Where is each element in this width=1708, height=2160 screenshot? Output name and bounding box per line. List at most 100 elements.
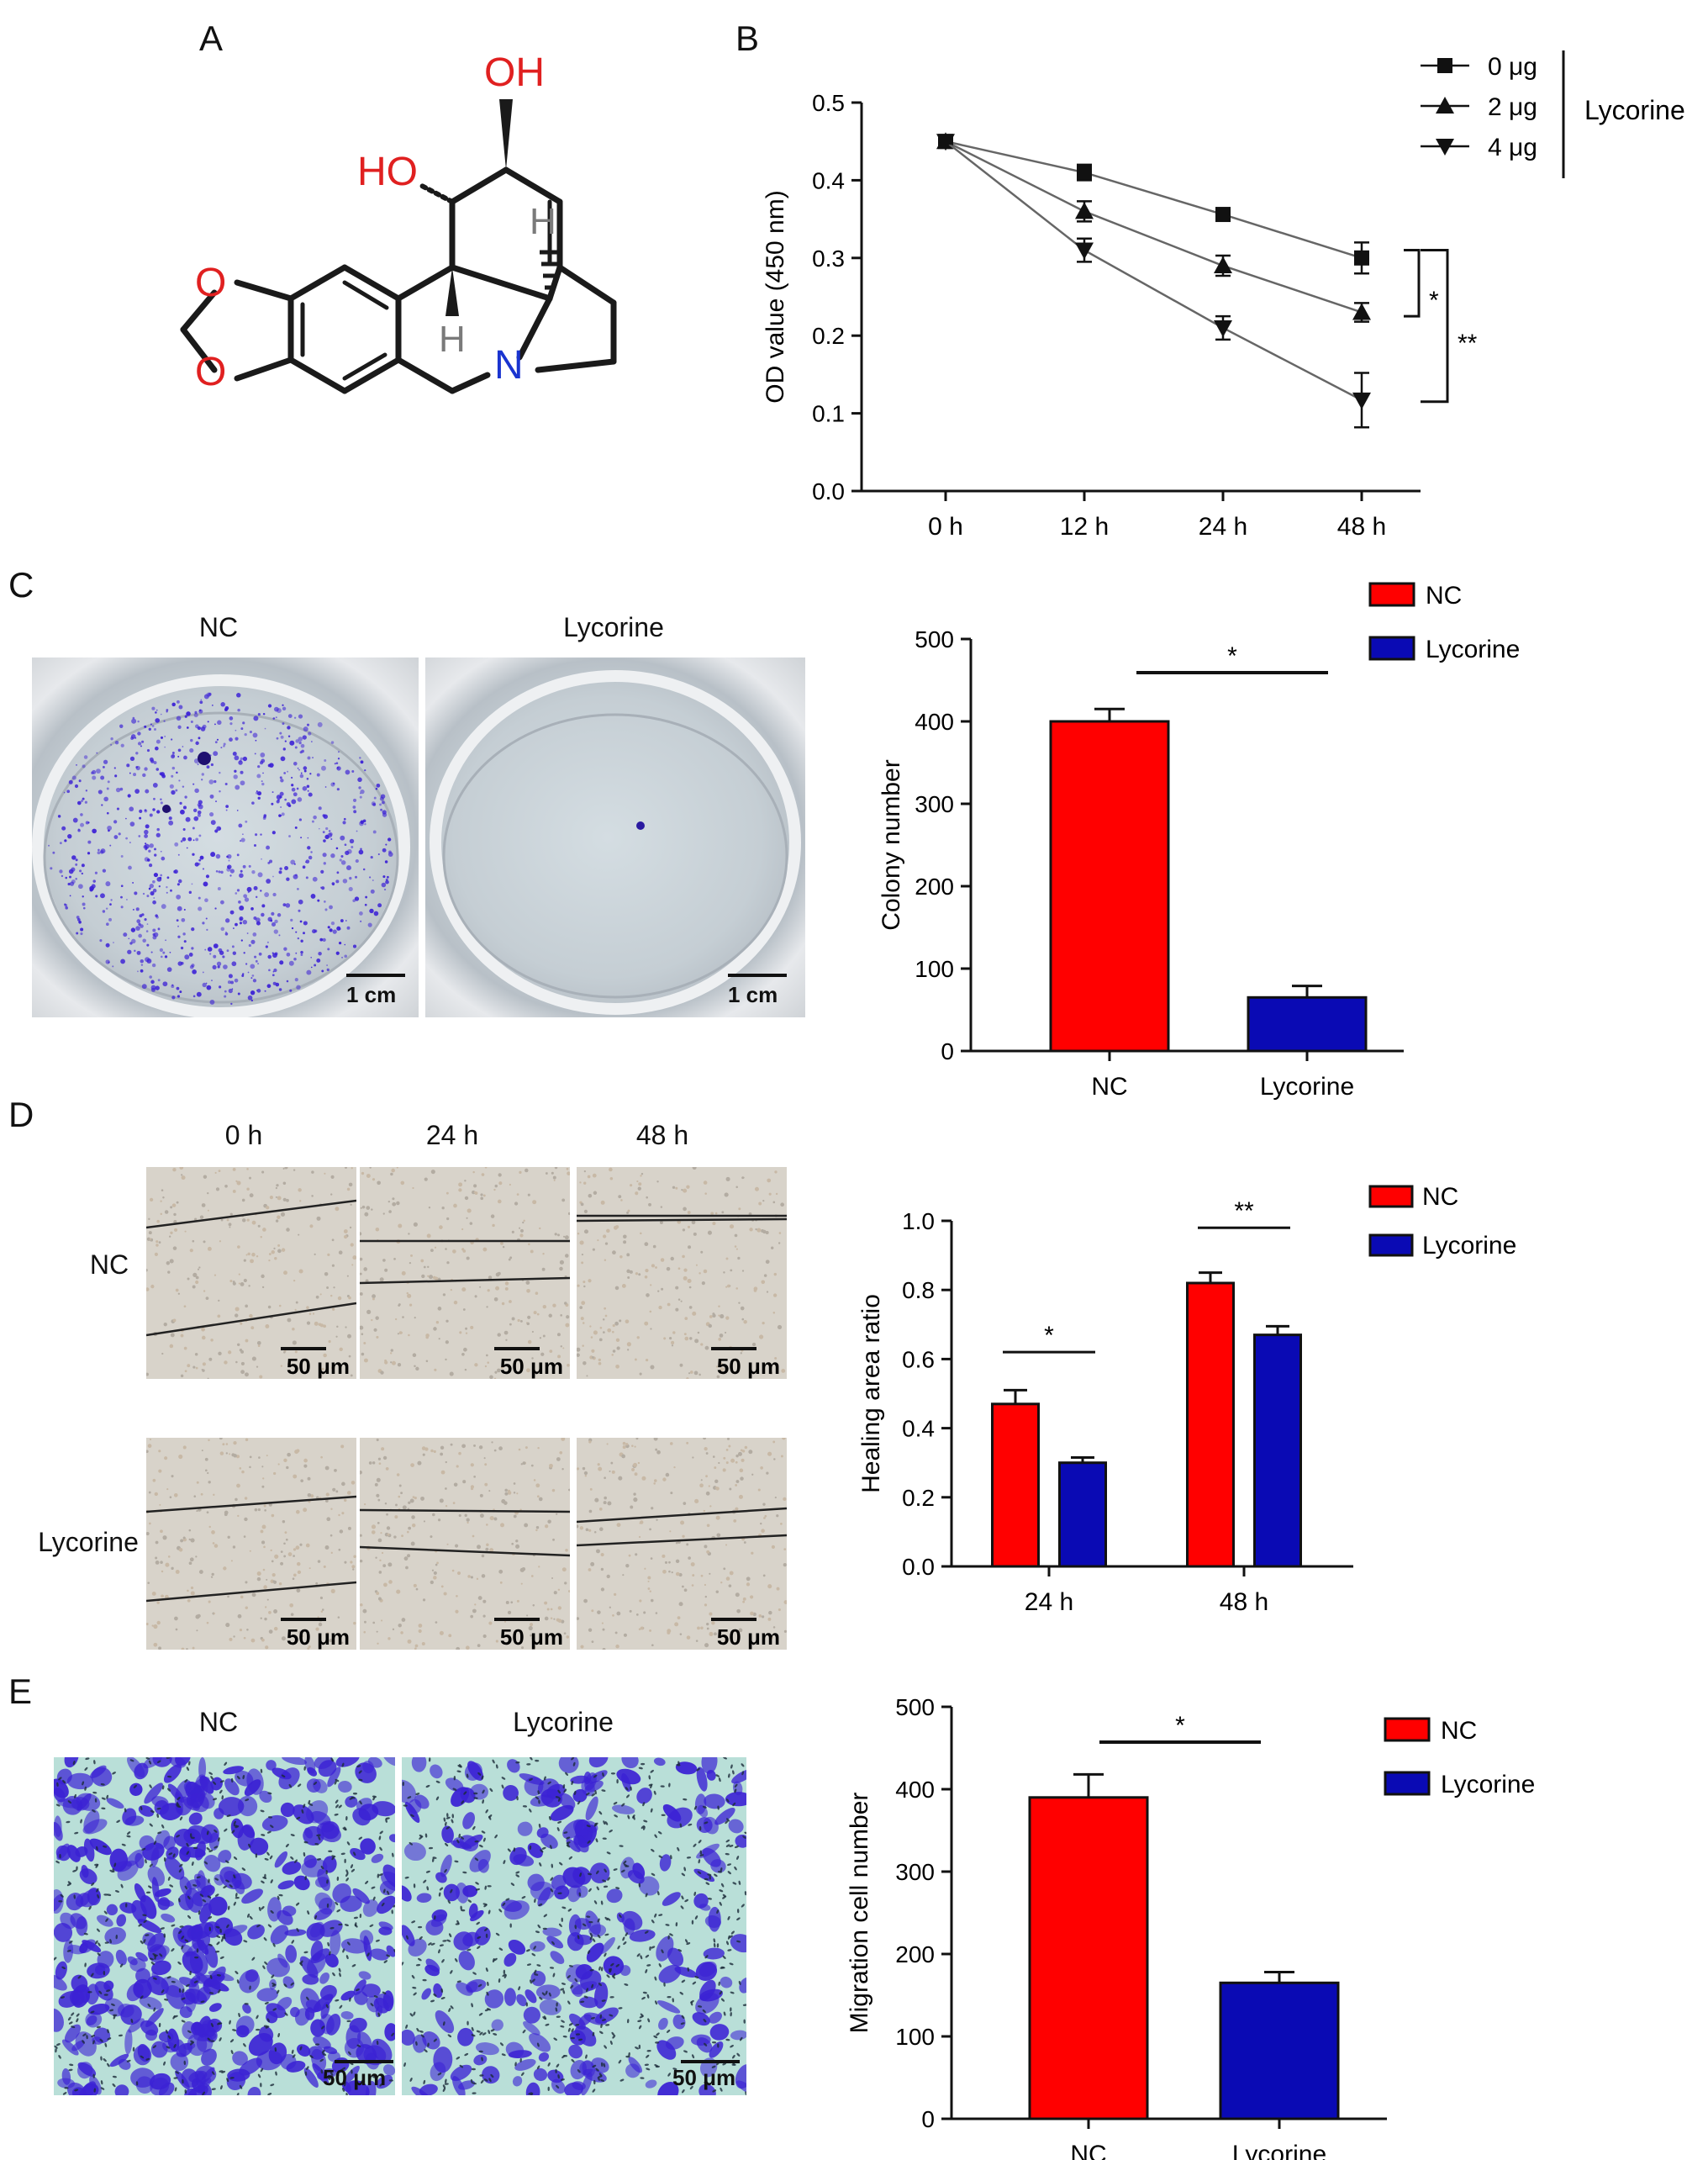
- pore-mark: [560, 2025, 565, 2028]
- pore-mark: [725, 1839, 730, 1843]
- pore-mark: [116, 1819, 121, 1823]
- stained-cell: [469, 1850, 491, 1872]
- colony-dot: [241, 973, 245, 975]
- cell-speck: [746, 1576, 751, 1582]
- colony-dot: [272, 970, 275, 973]
- pore-mark: [181, 2020, 186, 2023]
- pore-mark: [704, 2042, 708, 2046]
- cell-speck: [456, 1646, 461, 1650]
- pore-mark: [442, 2084, 446, 2089]
- cell-speck: [401, 1618, 406, 1622]
- colony-dot: [252, 932, 257, 937]
- stained-cell: [585, 1796, 598, 1821]
- stained-cell: [129, 1957, 146, 1973]
- cell-speck: [477, 1545, 482, 1550]
- pore-mark: [314, 1843, 319, 1846]
- pore-mark: [587, 1872, 593, 1876]
- cell-speck: [650, 1284, 652, 1286]
- pore-mark: [213, 1781, 217, 1785]
- cell-speck: [583, 1285, 586, 1288]
- bar: [1186, 1281, 1235, 1568]
- colony-dot: [79, 869, 82, 873]
- colony-dot: [212, 705, 214, 706]
- pore-mark: [321, 2049, 325, 2054]
- cell-speck: [303, 1458, 308, 1463]
- cell-speck: [167, 1555, 171, 1558]
- cell-speck: [655, 1612, 658, 1614]
- pore-mark: [100, 2087, 105, 2090]
- pore-mark: [561, 2020, 565, 2023]
- cell-speck: [377, 1498, 381, 1502]
- colony-dot: [149, 813, 153, 817]
- cell-speck: [498, 1569, 503, 1574]
- legend-label: NC: [1441, 1717, 1477, 1745]
- colony-dot: [190, 720, 193, 723]
- cell-speck: [398, 1331, 403, 1334]
- colony-dot: [140, 959, 144, 964]
- x-tick-label: 24 h: [1199, 513, 1247, 541]
- pore-mark: [231, 1830, 235, 1834]
- pore-mark: [103, 1971, 106, 1976]
- cell-speck: [498, 1446, 503, 1451]
- cell-speck: [783, 1629, 787, 1634]
- cell-speck: [414, 1317, 416, 1319]
- stained-cell: [653, 1757, 666, 1767]
- colony-dot: [279, 776, 282, 779]
- cell-speck: [515, 1544, 520, 1549]
- cell-speck: [783, 1562, 787, 1567]
- cell-speck: [433, 1576, 437, 1580]
- stained-cell: [583, 1772, 592, 1785]
- colony-dot: [136, 919, 141, 924]
- cell-speck: [542, 1334, 546, 1338]
- atom-ho: HO: [357, 150, 418, 194]
- cell-speck: [453, 1300, 458, 1305]
- cell-speck: [705, 1475, 708, 1478]
- pore-mark: [535, 1759, 540, 1762]
- stained-cell: [167, 2028, 180, 2052]
- colony-dot: [272, 981, 277, 985]
- pore-mark: [571, 2058, 575, 2062]
- cell-speck: [293, 1474, 298, 1479]
- cell-speck: [224, 1360, 228, 1365]
- stained-cell: [170, 2052, 189, 2072]
- pore-mark: [551, 1863, 554, 1868]
- pore-mark: [186, 1983, 190, 1988]
- pore-mark: [602, 1837, 607, 1840]
- pore-mark: [325, 2004, 329, 2009]
- stained-cell: [402, 2029, 415, 2046]
- colony-dot: [202, 724, 207, 729]
- cell-speck: [637, 1186, 641, 1191]
- colony-dot: [50, 867, 53, 870]
- pore-mark: [650, 1769, 654, 1773]
- pore-mark: [592, 2089, 596, 2093]
- pore-mark: [679, 1991, 684, 1995]
- pore-mark: [103, 2058, 107, 2062]
- cell-speck: [772, 1311, 776, 1314]
- cell-speck: [230, 1560, 233, 1562]
- colony-dot: [337, 758, 340, 760]
- cell-speck: [341, 1512, 345, 1515]
- pore-mark: [147, 2003, 151, 2008]
- pore-mark: [386, 1890, 390, 1895]
- cell-speck: [387, 1562, 393, 1567]
- pore-mark: [220, 2085, 223, 2090]
- colony-dot: [312, 876, 318, 882]
- stained-cell: [280, 1802, 295, 1818]
- colony-dot: [80, 822, 85, 827]
- pore-mark: [208, 1943, 213, 1946]
- pore-mark: [644, 2063, 649, 2066]
- pore-mark: [451, 1819, 454, 1824]
- pore-mark: [290, 1856, 294, 1860]
- cell-speck: [537, 1446, 540, 1450]
- colony-dot: [351, 769, 355, 773]
- cell-speck: [376, 1493, 380, 1497]
- colony-dot: [309, 773, 312, 775]
- colony-dot: [330, 782, 335, 787]
- cell-speck: [412, 1353, 417, 1357]
- colony-dot: [233, 927, 235, 929]
- cell-speck: [198, 1508, 202, 1512]
- colony-dot: [216, 738, 219, 741]
- pore-mark: [112, 1868, 115, 1872]
- pore-mark: [216, 1974, 221, 1977]
- colony-dot: [198, 737, 201, 740]
